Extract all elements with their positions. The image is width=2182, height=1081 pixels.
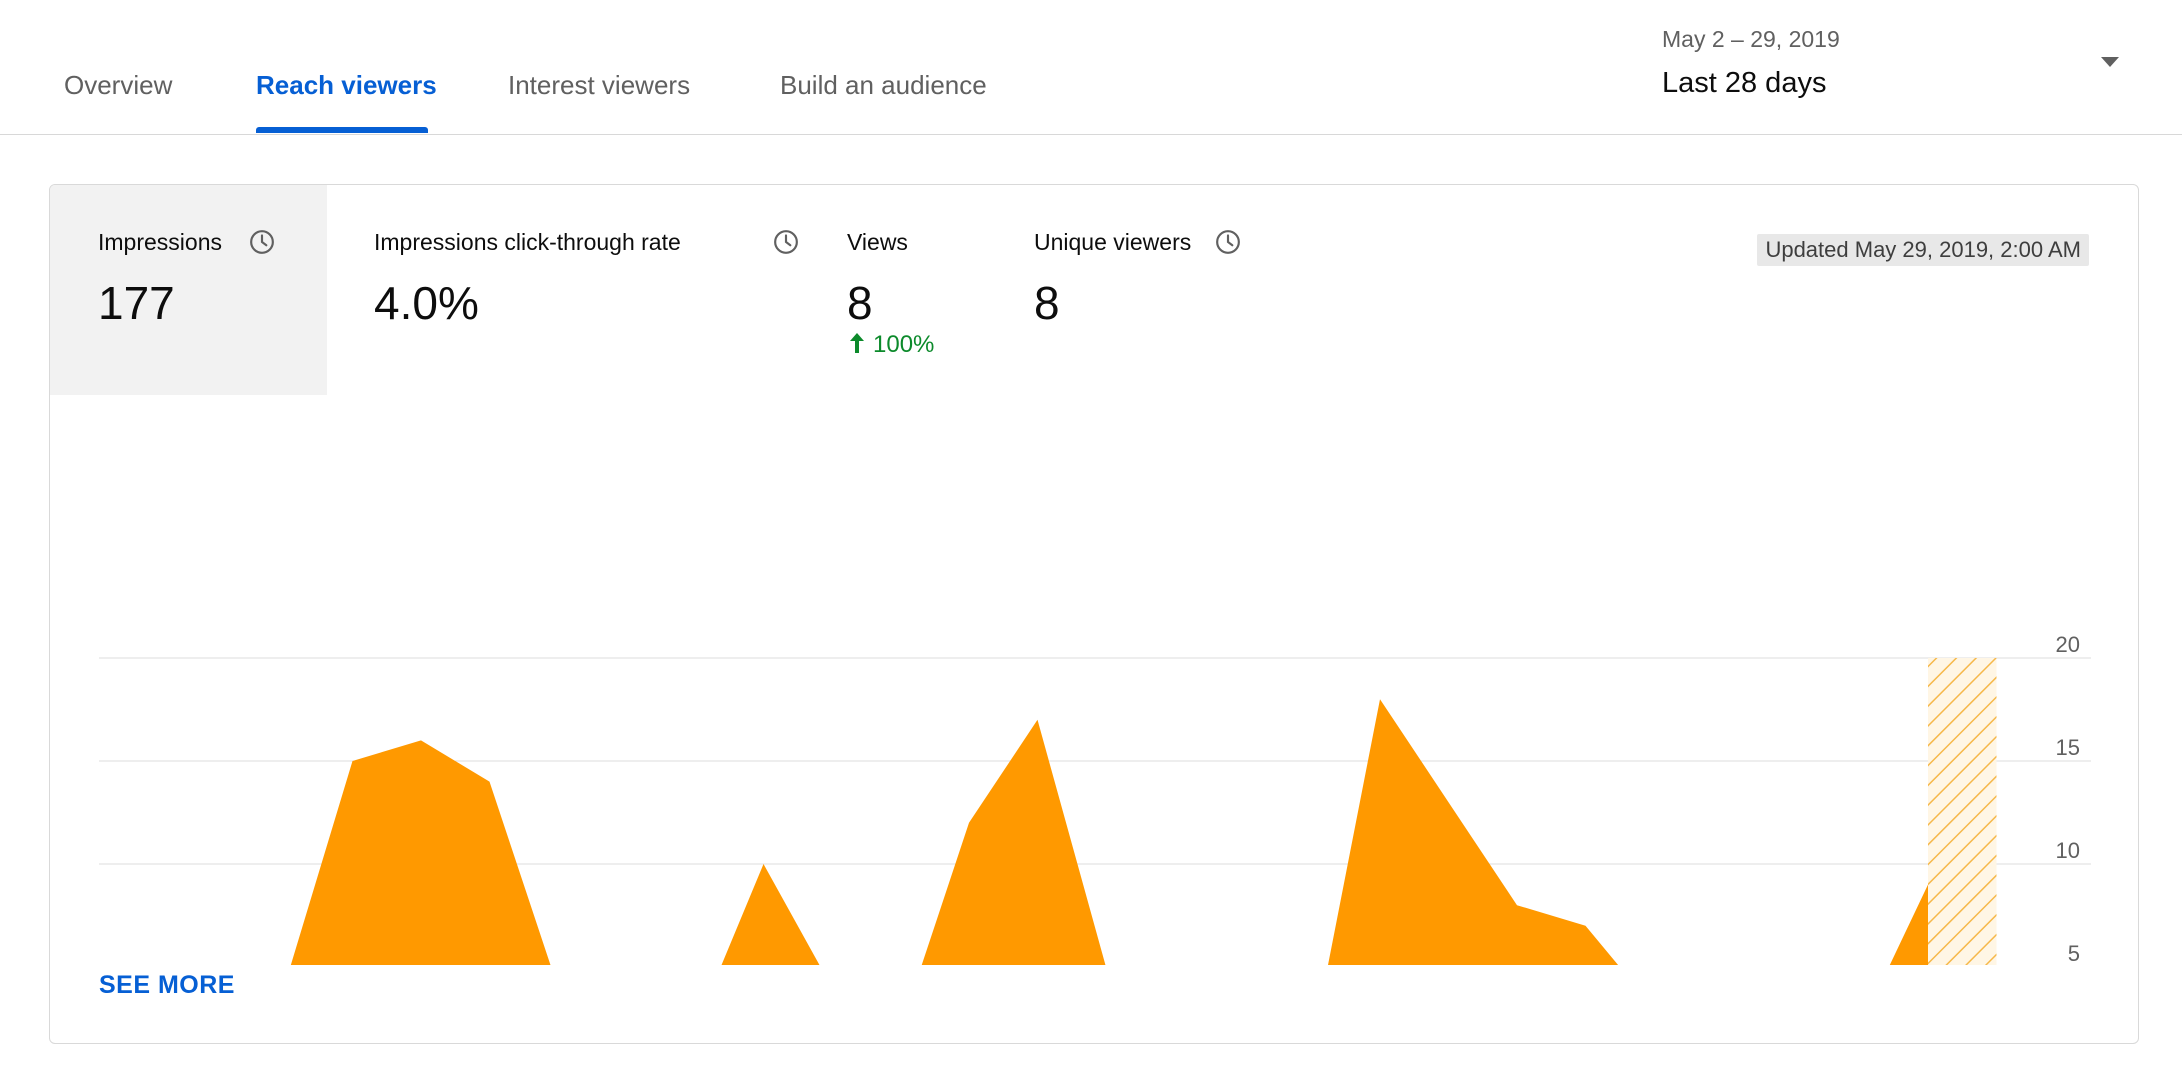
metric-value: 8 [847,277,873,329]
clock-icon[interactable] [249,229,275,255]
tab-overview[interactable]: Overview [64,70,173,100]
date-preset-text[interactable]: Last 28 days [1662,67,1827,99]
partial-data-hatch [1928,658,1997,965]
reach-metrics-card: Impressions 177 Impressions click-throug… [49,184,2139,1044]
clock-icon[interactable] [1215,229,1241,255]
y-tick-label: 20 [2056,632,2080,657]
metric-tile-views[interactable]: Views 8 100% [847,185,1017,395]
metric-tile-impressions[interactable]: Impressions 177 [50,185,327,395]
clock-icon[interactable] [773,229,799,255]
metric-label: Views [847,229,908,255]
metric-value: 8 [1034,277,1060,329]
metric-change: 100% [847,331,934,359]
y-tick-label: 15 [2056,735,2080,760]
y-tick-label: 5 [2068,941,2080,965]
metric-change-value: 100% [873,331,935,358]
metric-label: Impressions click-through rate [374,229,681,255]
tab-build-an-audience[interactable]: Build an audience [780,70,987,100]
tab-interest-viewers[interactable]: Interest viewers [508,70,691,100]
metric-tile-unique-viewers[interactable]: Unique viewers 8 [1034,185,1294,395]
impressions-area-chart: 05101520May 2, 2019May 7, 2019May 12, 20… [99,632,2091,965]
dropdown-arrow-icon[interactable] [2101,57,2119,67]
metric-value: 177 [98,277,175,329]
active-tab-indicator [256,127,428,133]
tab-reach-viewers[interactable]: Reach viewers [256,70,437,100]
metric-label: Unique viewers [1034,229,1192,255]
impressions-area-series [290,699,1928,965]
metric-tile-ctr[interactable]: Impressions click-through rate 4.0% [327,185,847,395]
updated-timestamp-badge: Updated May 29, 2019, 2:00 AM [1757,234,2089,266]
metric-label: Impressions [98,229,222,255]
date-range-text[interactable]: May 2 – 29, 2019 [1662,26,1840,52]
arrow-up-icon [850,333,864,353]
metric-value: 4.0% [374,277,479,329]
top-tab-bar: Overview Reach viewers Interest viewers … [0,0,2182,135]
y-tick-label: 10 [2056,838,2080,863]
see-more-link[interactable]: SEE MORE [99,971,235,999]
